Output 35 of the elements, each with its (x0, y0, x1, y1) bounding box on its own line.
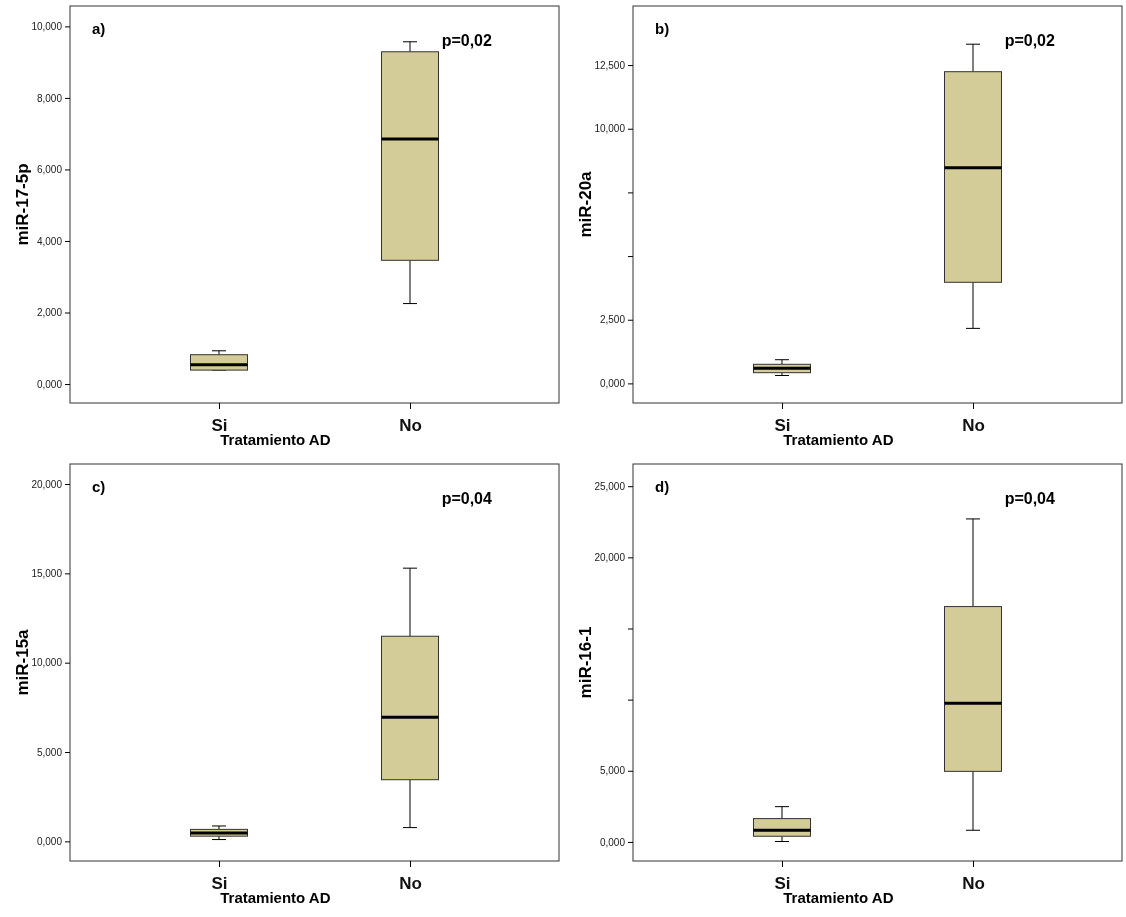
y-tick-label: 10,000 (594, 123, 626, 135)
y-axis-title: miR-20a (576, 170, 595, 238)
y-tick-label: 15,000 (31, 568, 63, 580)
y-tick-label: 8,000 (36, 92, 63, 104)
x-tick-label: No (962, 415, 985, 435)
y-tick-label: 4,000 (36, 235, 63, 247)
y-tick-label: 2,500 (599, 314, 626, 326)
y-tick-label: 10,000 (31, 657, 63, 669)
y-tick-label: 5,000 (36, 746, 63, 758)
text: c) (92, 478, 106, 495)
y-tick-label: 0,000 (599, 378, 626, 390)
text: b) (655, 20, 670, 37)
annotation: p=0,02 (1004, 32, 1055, 49)
annotation: p=0,04 (1004, 490, 1055, 507)
x-tick-label: No (399, 873, 422, 893)
y-tick-label: 20,000 (594, 552, 626, 564)
text: d) (655, 478, 670, 495)
y-tick-label: 25,000 (594, 480, 626, 492)
x-tick-label: No (962, 873, 985, 893)
x-tick-label: No (399, 415, 422, 435)
y-tick-label: 2,000 (36, 307, 63, 319)
annotation: p=0,04 (441, 490, 492, 507)
y-axis-title: miR-17-5p (13, 163, 32, 246)
y-tick-label: 6,000 (36, 164, 63, 176)
y-tick-label: 0,000 (36, 836, 63, 848)
y-axis-title: miR-15a (13, 628, 32, 696)
y-tick-label: 10,000 (31, 21, 63, 33)
y-tick-label: 0,000 (36, 378, 63, 390)
y-axis-title: miR-16-1 (576, 626, 595, 699)
y-tick-label: 12,500 (594, 59, 626, 71)
y-tick-label: 5,000 (599, 765, 626, 777)
y-tick-label: 0,000 (599, 836, 626, 848)
text: a) (92, 20, 106, 37)
y-tick-label: 20,000 (31, 478, 63, 490)
annotation: p=0,02 (441, 32, 492, 49)
